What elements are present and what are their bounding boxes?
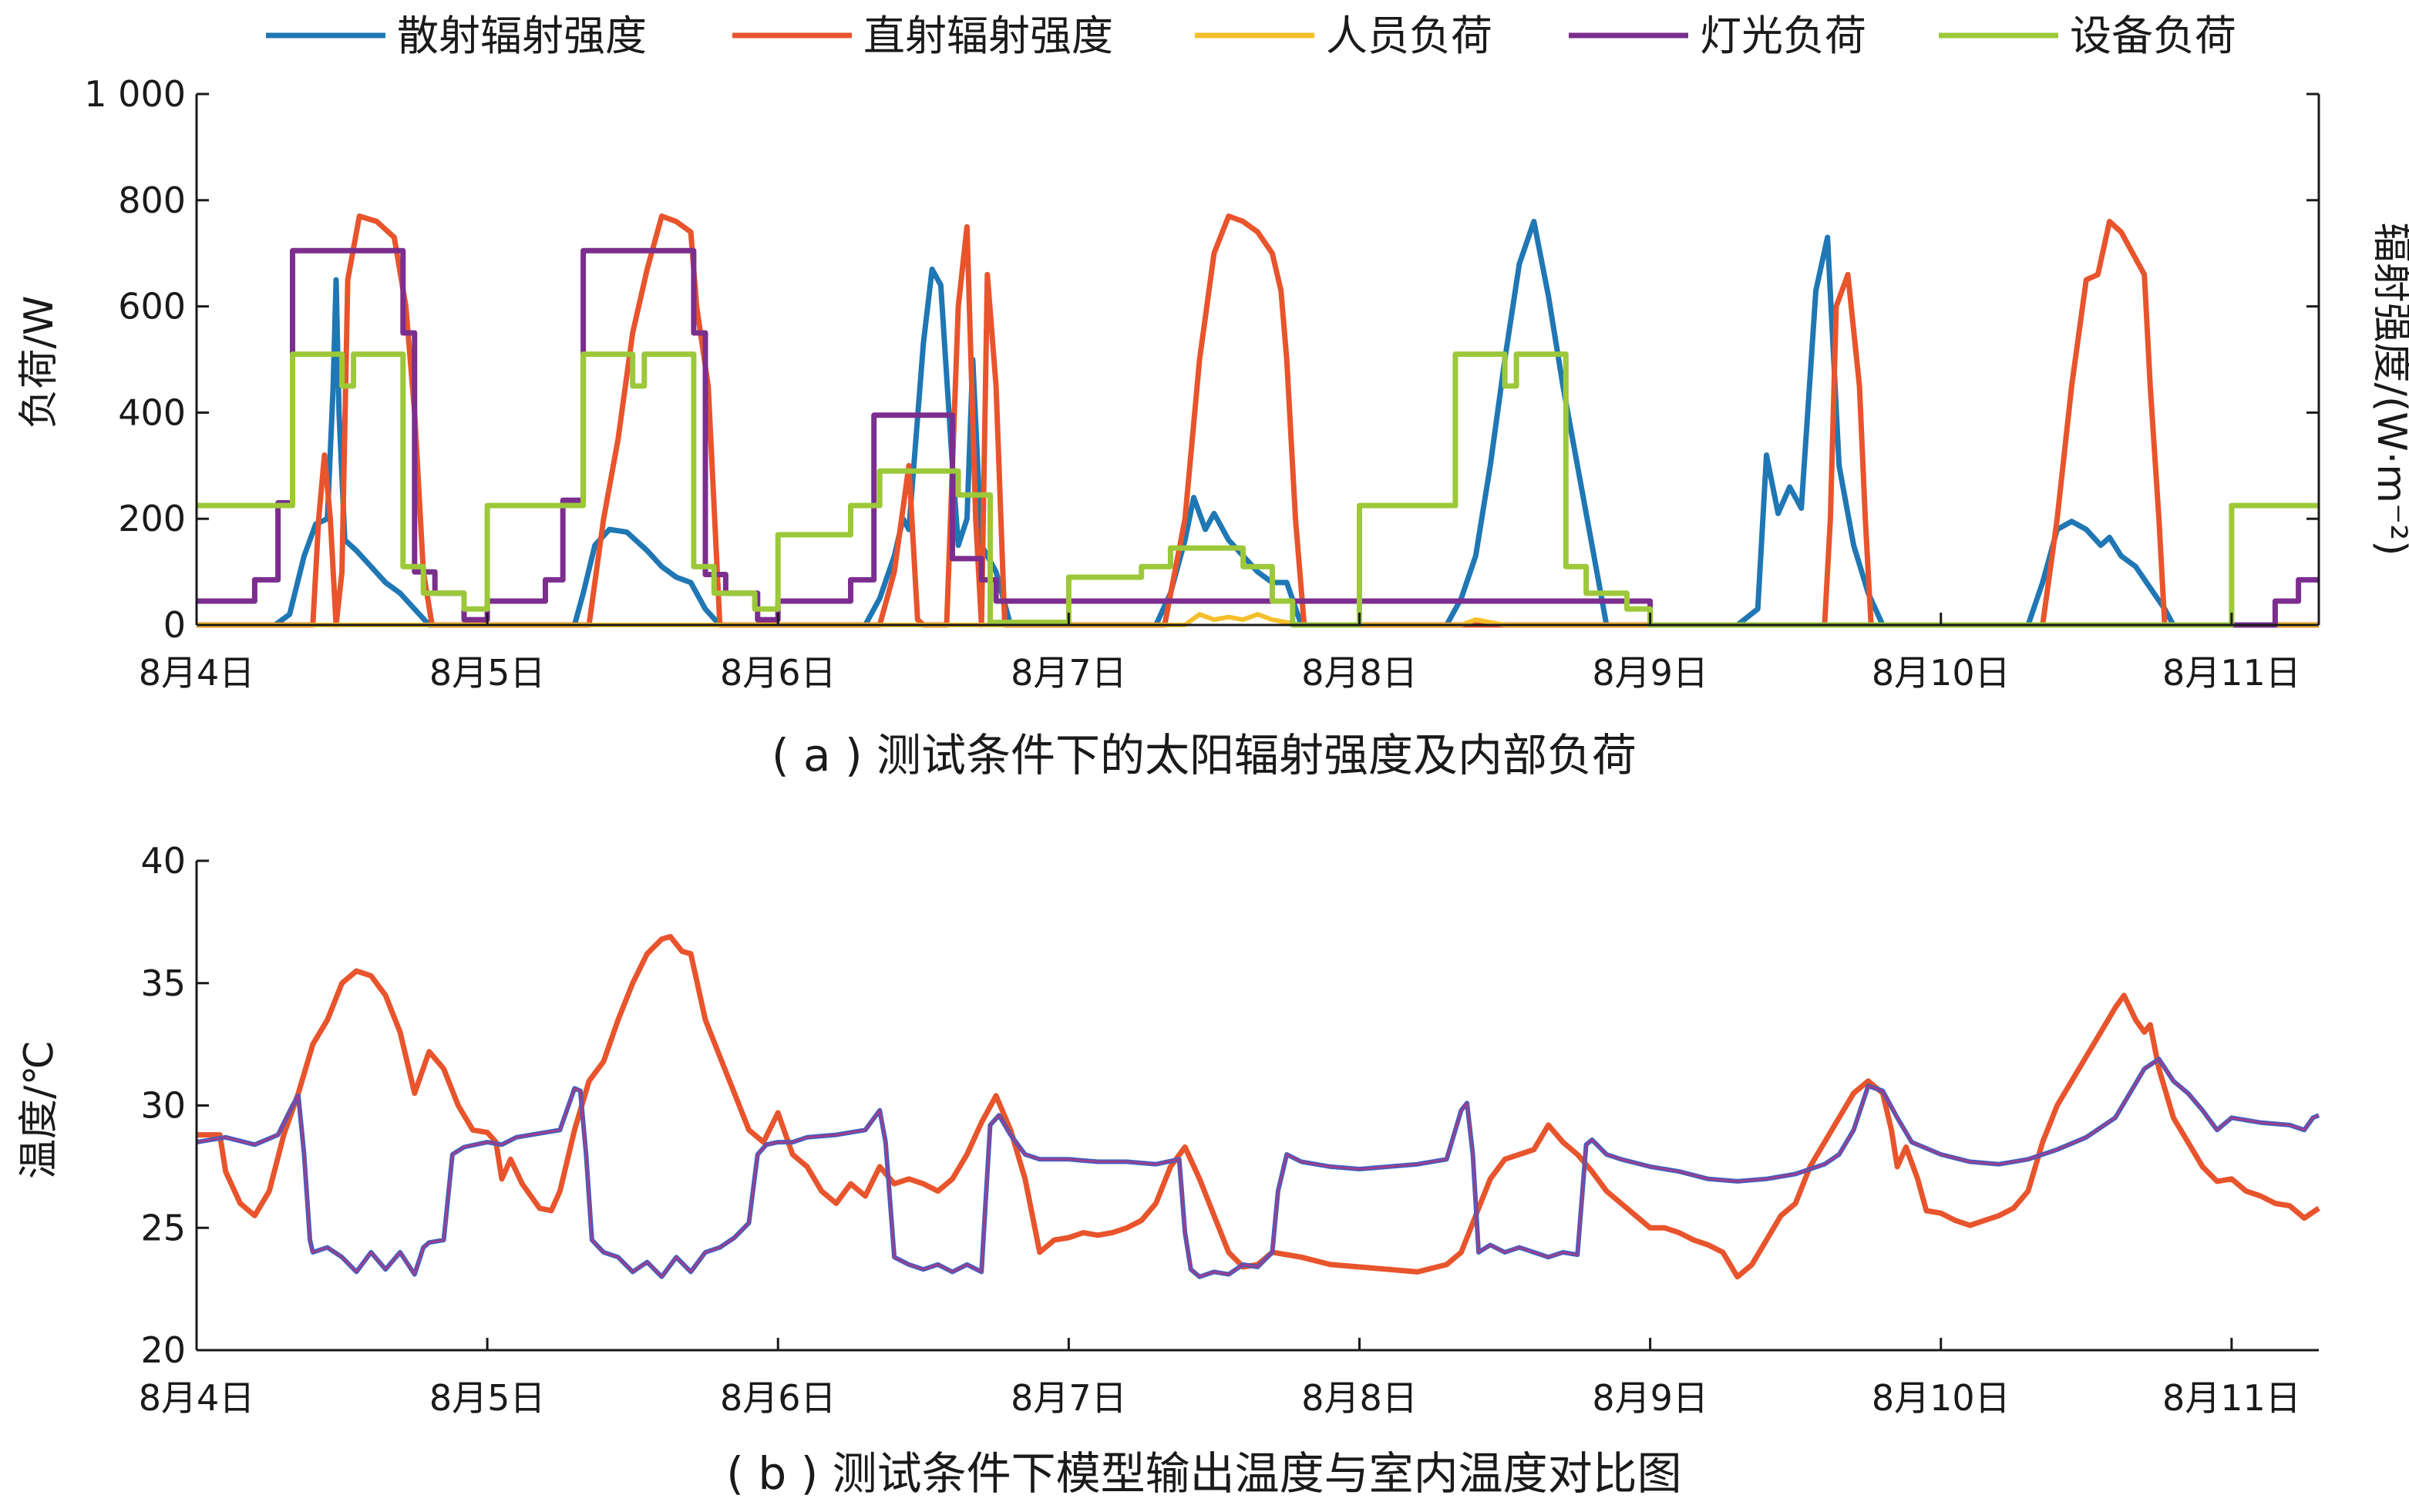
- panel-b-xtick-label: 8月5日: [429, 1377, 546, 1419]
- panel-a-series-line-3: [197, 612, 2319, 627]
- panel-a-xtick-label: 8月9日: [1592, 652, 1708, 694]
- panel-b-xtick-label: 8月7日: [1011, 1377, 1127, 1419]
- panel-b-axes: 20 25 30 35 40 8月4日 8月5日 8月6日 8月7日 8月8日 8月9日 8月10日 8…: [139, 840, 2319, 1419]
- panel-a-series-line-4: [197, 247, 2319, 628]
- panel-a-xtick-label: 8月5日: [429, 652, 546, 694]
- panel-a-ytick-label: 800: [118, 180, 186, 221]
- panel-b-xtick-label: 8月10日: [1872, 1377, 2010, 1419]
- legend: 散射辐射强度 直射辐射强度 人员负荷 灯光负荷 设备负荷: [266, 12, 2236, 60]
- panel-b-ytick-label: 40: [140, 840, 186, 882]
- panel-b-series-overlay: [196, 1057, 2320, 1278]
- panel-a-xtick-label: 8月6日: [720, 652, 836, 694]
- panel-a-ytick-label: 1 000: [84, 73, 186, 115]
- legend-label-direct: 直射辐射强度: [863, 12, 1113, 60]
- panel-a-ylabel: 负荷/W: [16, 296, 62, 429]
- panel-a: 0 200 400 600 800 1 000 8月4日 8月5日 8月6日 8月7日 8月8日 8月…: [16, 73, 2409, 781]
- panel-b-ytick-label: 20: [140, 1329, 186, 1371]
- panel-b-series-line-1: [197, 933, 2320, 1280]
- panel-a-xtick-label: 8月4日: [139, 652, 255, 694]
- panel-a-xtick-label: 8月10日: [1872, 652, 2010, 694]
- panel-a-ytick-label: 600: [118, 286, 186, 328]
- legend-label-lighting: 灯光负荷: [1700, 12, 1866, 60]
- panel-b-ytick-label: 30: [140, 1085, 186, 1127]
- panel-a-xtick-label: 8月7日: [1011, 652, 1127, 694]
- panel-a-ytick-label: 200: [118, 498, 186, 539]
- panel-a-y2label: 辐射强度/(W·m⁻²): [2368, 223, 2409, 556]
- panel-a-series-line-5: [197, 351, 2319, 628]
- legend-label-equipment: 设备负荷: [2070, 12, 2236, 60]
- panel-b-xtick-label: 8月4日: [139, 1377, 255, 1419]
- panel-a-ytick-label: 0: [163, 604, 186, 646]
- panel-b-xtick-label: 8月8日: [1301, 1377, 1418, 1419]
- panel-b-ytick-label: 35: [140, 963, 186, 1004]
- panel-b: 20 25 30 35 40 8月4日 8月5日 8月6日 8月7日 8月8日 8月9日 8月10日 8…: [16, 840, 2320, 1500]
- panel-b-xtick-label: 8月9日: [1592, 1377, 1708, 1419]
- panel-b-ytick-label: 25: [140, 1207, 186, 1248]
- panel-a-series-line-2: [197, 213, 2319, 628]
- legend-label-diffuse: 散射辐射强度: [397, 12, 647, 60]
- panel-b-caption: ( b ) 测试条件下模型输出温度与室内温度对比图: [726, 1447, 1681, 1500]
- panel-a-series: [197, 213, 2319, 628]
- panel-a-caption: ( a ) 测试条件下的太阳辐射强度及内部负荷: [772, 729, 1637, 781]
- panel-a-xtick-label: 8月11日: [2162, 652, 2301, 694]
- panel-a-xtick-label: 8月8日: [1301, 652, 1418, 694]
- panel-b-series: [196, 933, 2320, 1280]
- panel-a-axes: 0 200 400 600 800 1 000 8月4日 8月5日 8月6日 8月7日 8月8日 8月…: [84, 73, 2320, 694]
- panel-b-ylabel: 温度/℃: [16, 1040, 62, 1179]
- panel-b-xtick-label: 8月6日: [720, 1377, 836, 1419]
- panel-a-ytick-label: 400: [118, 391, 186, 433]
- panel-b-xtick-label: 8月11日: [2162, 1377, 2301, 1419]
- legend-label-people: 人员负荷: [1326, 12, 1492, 60]
